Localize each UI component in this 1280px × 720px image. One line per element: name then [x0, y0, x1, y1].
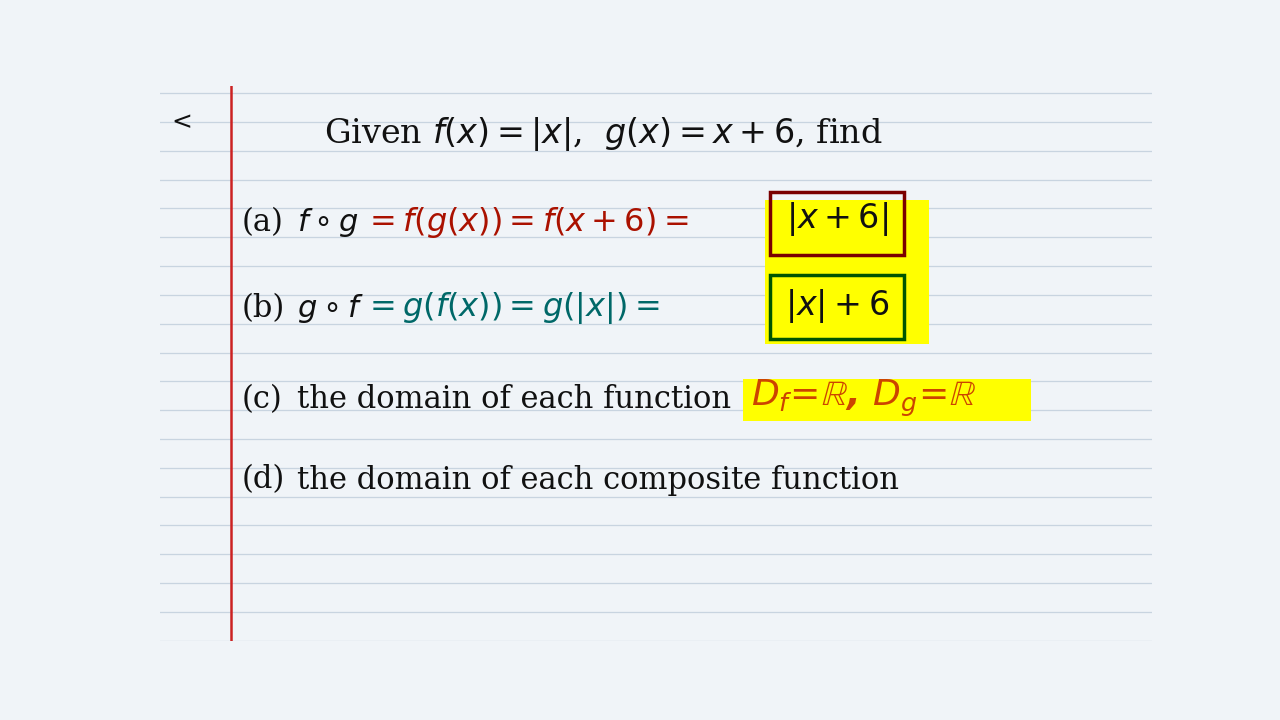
- Text: Given $f(x) = |x|$,  $g(x) = x + 6$, find: Given $f(x) = |x|$, $g(x) = x + 6$, find: [324, 114, 882, 153]
- Bar: [771, 275, 904, 338]
- Text: the domain of each composite function: the domain of each composite function: [297, 464, 899, 495]
- Text: (d): (d): [242, 464, 284, 495]
- Text: (a): (a): [242, 207, 283, 238]
- Text: $f \circ g$: $f \circ g$: [297, 206, 358, 239]
- Text: $= g(f(x)) = g(|x|) =$: $= g(f(x)) = g(|x|) =$: [364, 290, 659, 326]
- Text: <: <: [172, 110, 192, 135]
- Bar: [771, 192, 904, 256]
- Text: $|x+6|$: $|x+6|$: [786, 200, 888, 238]
- Text: (c): (c): [242, 384, 282, 415]
- Text: $D_f\!=\!\mathbb{R}$, $D_g\!=\!\mathbb{R}$: $D_f\!=\!\mathbb{R}$, $D_g\!=\!\mathbb{R…: [751, 378, 977, 419]
- Text: $|x|+6$: $|x|+6$: [785, 287, 890, 325]
- FancyBboxPatch shape: [744, 379, 1030, 420]
- Text: the domain of each function: the domain of each function: [297, 384, 731, 415]
- Text: $= f(g(x)) = f(x+6) =$: $= f(g(x)) = f(x+6) =$: [364, 204, 689, 240]
- Text: $g \circ f$: $g \circ f$: [297, 292, 364, 325]
- Text: (b): (b): [242, 292, 284, 324]
- FancyBboxPatch shape: [765, 200, 929, 344]
